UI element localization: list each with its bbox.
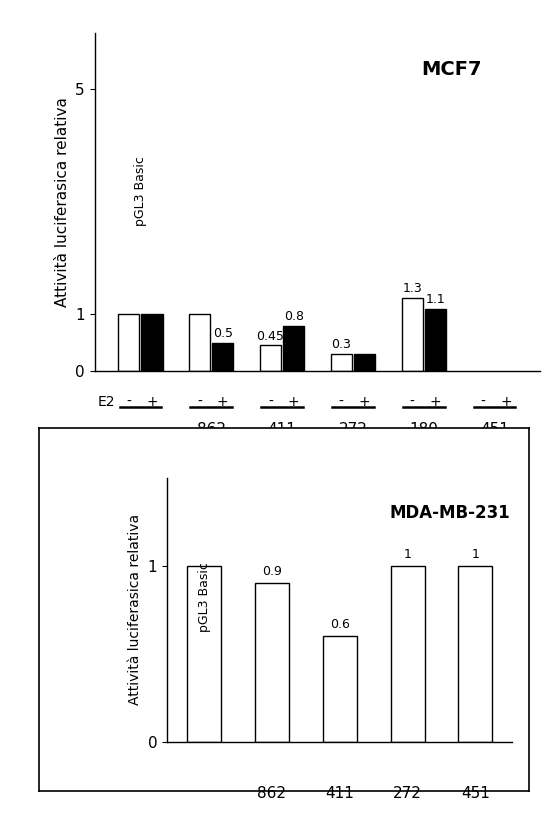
Text: +: + bbox=[288, 395, 300, 409]
Bar bbox=[187, 566, 221, 742]
Text: -: - bbox=[197, 395, 202, 409]
Text: -: - bbox=[126, 395, 131, 409]
Text: 272: 272 bbox=[393, 785, 422, 801]
Bar bbox=[458, 566, 492, 742]
Text: -: - bbox=[268, 395, 273, 409]
Bar bbox=[118, 315, 139, 371]
Bar bbox=[255, 583, 289, 742]
Text: 411: 411 bbox=[325, 785, 354, 801]
Text: 1.3: 1.3 bbox=[402, 282, 422, 295]
Text: -: - bbox=[481, 395, 486, 409]
Bar bbox=[283, 325, 304, 371]
Bar bbox=[390, 566, 424, 742]
Text: MDA-MB-231: MDA-MB-231 bbox=[390, 504, 511, 522]
Text: 272: 272 bbox=[339, 423, 368, 438]
Text: 451: 451 bbox=[480, 423, 509, 438]
Text: 0.6: 0.6 bbox=[330, 618, 350, 631]
Text: -: - bbox=[410, 395, 414, 409]
Bar bbox=[331, 354, 352, 371]
Text: 0.5: 0.5 bbox=[213, 327, 233, 339]
Text: 862: 862 bbox=[197, 423, 226, 438]
Text: +: + bbox=[146, 395, 158, 409]
Text: pGL3 Basic: pGL3 Basic bbox=[198, 563, 211, 632]
Bar bbox=[189, 315, 210, 371]
Text: +: + bbox=[359, 395, 370, 409]
Bar bbox=[402, 297, 423, 371]
Bar bbox=[141, 315, 163, 371]
Bar bbox=[260, 345, 281, 371]
Text: 451: 451 bbox=[461, 785, 490, 801]
Text: +: + bbox=[217, 395, 228, 409]
Bar bbox=[323, 636, 356, 742]
Text: 180: 180 bbox=[409, 423, 438, 438]
Text: 0.45: 0.45 bbox=[256, 330, 284, 343]
Text: 862: 862 bbox=[257, 785, 286, 801]
Text: E2: E2 bbox=[97, 395, 115, 409]
Text: pGL3 Basic: pGL3 Basic bbox=[134, 156, 146, 226]
Text: 411: 411 bbox=[267, 423, 296, 438]
Bar bbox=[212, 343, 233, 371]
Text: 0.3: 0.3 bbox=[331, 338, 351, 351]
Bar bbox=[425, 309, 446, 371]
Y-axis label: Attività luciferasica relativa: Attività luciferasica relativa bbox=[128, 514, 142, 705]
Text: 0.8: 0.8 bbox=[284, 310, 304, 323]
Text: 0.9: 0.9 bbox=[262, 565, 282, 578]
Y-axis label: Attività luciferasica relativa: Attività luciferasica relativa bbox=[55, 97, 70, 307]
Text: +: + bbox=[501, 395, 512, 409]
Text: 1: 1 bbox=[472, 547, 480, 560]
Text: 1.1: 1.1 bbox=[426, 293, 446, 306]
Text: +: + bbox=[429, 395, 441, 409]
Text: 1: 1 bbox=[404, 547, 412, 560]
Bar bbox=[354, 354, 375, 371]
Text: -: - bbox=[339, 395, 344, 409]
Text: MCF7: MCF7 bbox=[421, 60, 481, 79]
